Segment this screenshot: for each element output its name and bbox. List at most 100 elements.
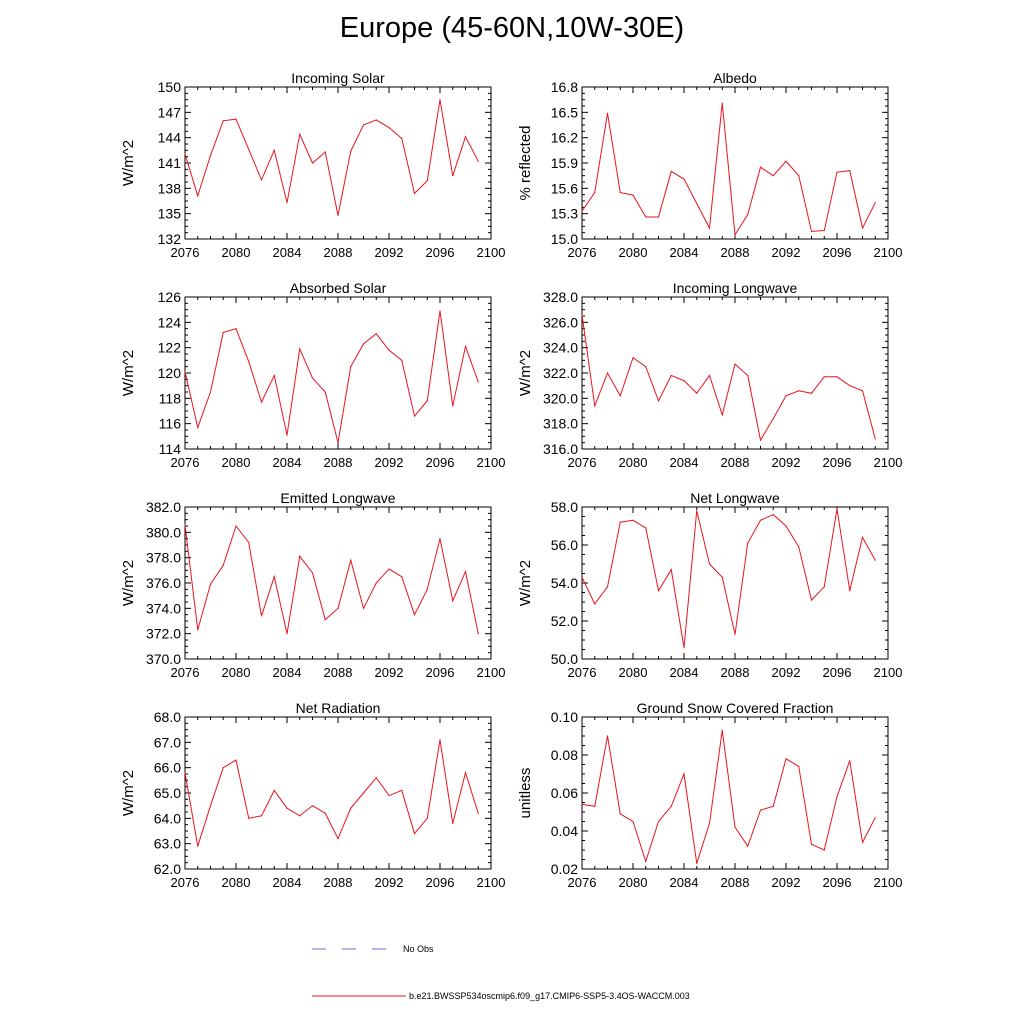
data-point — [670, 569, 672, 571]
y-tick-label: 382.0 — [146, 499, 181, 515]
x-tick-label: 2092 — [772, 665, 801, 680]
data-point — [708, 374, 711, 377]
data-point — [375, 119, 377, 121]
y-tick-label: 316.0 — [543, 441, 578, 457]
x-tick-label: 2092 — [375, 665, 404, 680]
data-point — [696, 862, 698, 864]
data-point — [632, 519, 634, 521]
data-point — [311, 572, 314, 574]
y-tick-label: 378.0 — [146, 550, 181, 566]
x-tick-label: 2096 — [426, 245, 455, 260]
data-point — [747, 542, 749, 544]
data-point — [849, 170, 851, 172]
data-point — [439, 310, 441, 312]
data-point — [861, 227, 864, 229]
data-point — [581, 210, 583, 212]
y-tick-label: 326.0 — [543, 314, 578, 330]
data-point — [785, 160, 787, 162]
data-point — [209, 391, 212, 393]
plot-frame — [184, 296, 492, 450]
data-point — [324, 391, 326, 393]
data-point — [606, 586, 609, 588]
y-tick-label: 126 — [158, 289, 182, 305]
x-tick-label: 2084 — [273, 665, 302, 680]
data-point — [823, 586, 825, 588]
x-tick-label: 2084 — [670, 455, 699, 470]
data-point — [683, 178, 685, 180]
data-point — [721, 576, 723, 578]
y-axis-label: % reflected — [517, 125, 534, 200]
data-point — [388, 349, 390, 351]
panel-0: 2076 2080 2084 2088 2092 2096 2100 132 135 138 141… — [120, 70, 505, 260]
y-tick-label: 62.0 — [154, 861, 181, 877]
x-tick-label: 2080 — [619, 875, 648, 890]
data-point — [477, 160, 479, 162]
y-tick-label: 64.0 — [154, 810, 181, 826]
x-tick-label: 2076 — [171, 245, 200, 260]
panel-7: 2076 2080 2084 2088 2092 2096 2100 0.02 0.04 0.06… — [517, 700, 902, 890]
data-point — [375, 777, 377, 779]
data-point — [235, 759, 237, 761]
data-point — [388, 126, 390, 129]
x-tick-label: 2088 — [324, 455, 353, 470]
data-point — [362, 792, 365, 794]
y-tick-label: 63.0 — [154, 836, 181, 852]
data-point — [222, 767, 224, 769]
data-point — [299, 133, 301, 135]
data-point — [823, 849, 825, 851]
plot-frame — [184, 716, 492, 870]
panel-title: Incoming Solar — [291, 70, 385, 86]
data-point — [708, 822, 711, 825]
data-point — [836, 796, 838, 798]
data-point — [759, 439, 762, 441]
data-point — [350, 366, 352, 368]
x-tick-label: 2088 — [721, 245, 750, 260]
data-point — [413, 415, 416, 417]
data-point — [734, 633, 736, 635]
data-point — [324, 151, 326, 153]
y-axis-label: W/m^2 — [120, 770, 137, 816]
x-tick-label: 2092 — [772, 875, 801, 890]
data-point — [337, 607, 339, 609]
data-point — [861, 536, 864, 539]
y-tick-label: 66.0 — [154, 760, 181, 776]
y-tick-label: 16.5 — [551, 104, 578, 120]
y-tick-label: 380.0 — [146, 524, 181, 540]
x-tick-label: 2092 — [772, 245, 801, 260]
data-point — [645, 527, 647, 529]
data-point — [657, 590, 660, 592]
data-point — [286, 633, 288, 635]
data-point — [759, 166, 762, 168]
x-tick-label: 2088 — [324, 665, 353, 680]
data-point — [324, 619, 326, 621]
data-point — [849, 760, 851, 762]
data-point — [401, 137, 403, 140]
series-line — [581, 508, 876, 648]
data-point — [836, 171, 838, 173]
y-tick-label: 372.0 — [146, 626, 181, 642]
data-point — [606, 735, 609, 737]
data-point — [235, 525, 237, 527]
x-tick-label: 2080 — [222, 875, 251, 890]
data-point — [401, 789, 403, 792]
x-tick-label: 2096 — [426, 665, 455, 680]
data-point — [222, 331, 224, 334]
data-point — [209, 583, 212, 585]
data-point — [861, 390, 864, 392]
x-tick-label: 2080 — [222, 665, 251, 680]
data-point — [874, 559, 876, 561]
data-point — [222, 120, 224, 122]
data-point — [645, 216, 647, 218]
x-tick-label: 2084 — [670, 875, 699, 890]
data-point — [810, 392, 813, 394]
data-point — [286, 807, 288, 809]
data-point — [184, 153, 186, 155]
x-tick-label: 2084 — [273, 875, 302, 890]
data-point — [464, 571, 467, 573]
panel-1: 2076 2080 2084 2088 2092 2096 2100 15.0 15.3 15.6… — [517, 70, 902, 260]
data-point — [849, 590, 851, 592]
data-point — [248, 361, 250, 363]
y-tick-label: 147 — [158, 104, 182, 120]
x-tick-label: 2076 — [568, 875, 597, 890]
data-point — [477, 812, 479, 814]
